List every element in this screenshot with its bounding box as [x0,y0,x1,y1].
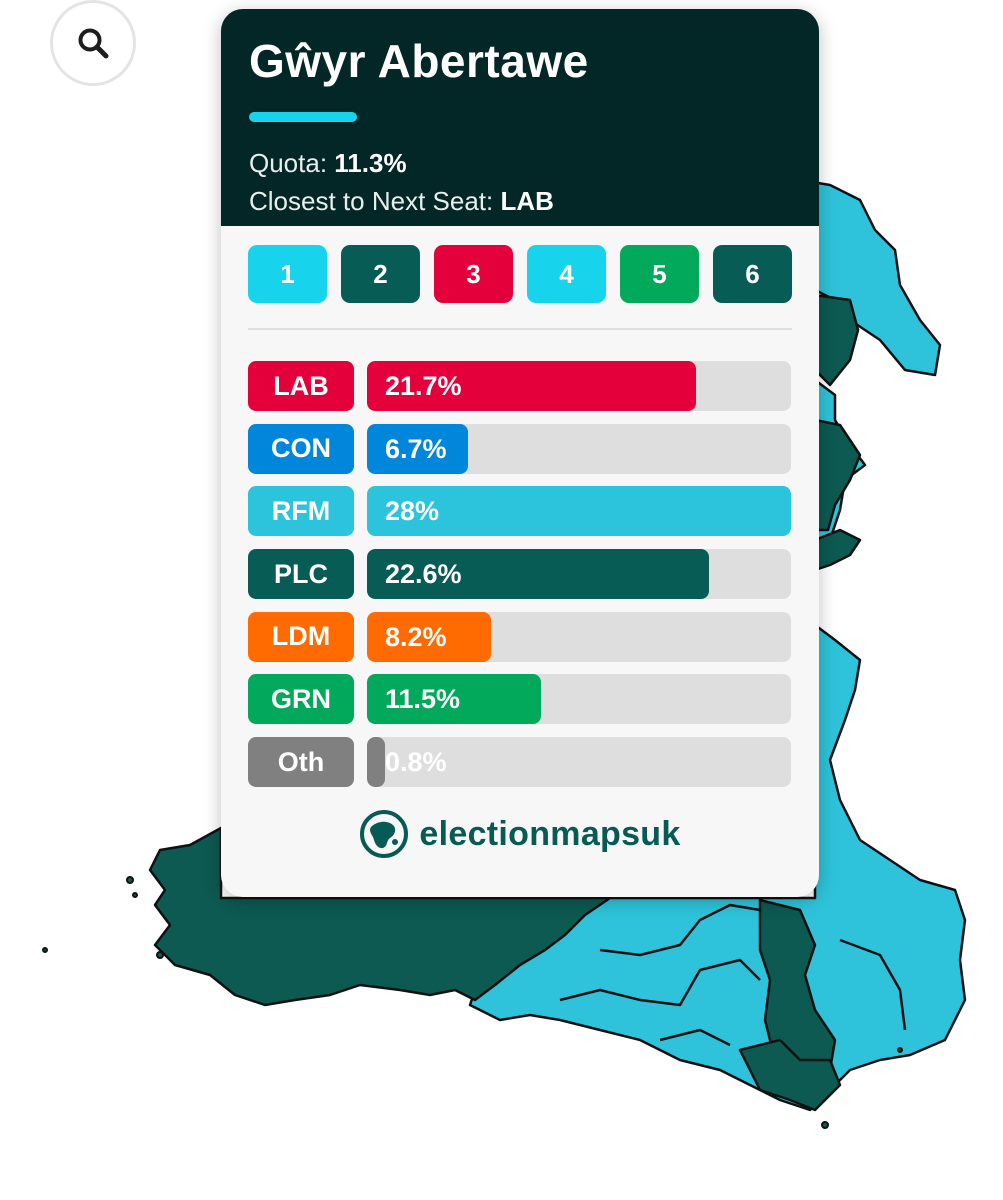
result-bar-track: 6.7% [367,423,791,474]
results-list: LAB 21.7% CON 6.7% RFM 28% PLC 22.6% LDM 8.2% GRN 1… [221,361,819,788]
map-region-east-small[interactable] [813,528,862,572]
party-label: RFM [248,486,354,537]
result-row-grn: GRN 11.5% [248,674,792,725]
result-bar-fill [367,423,469,474]
seat-5[interactable]: 5 [620,245,699,303]
result-percentage: 8.2% [385,621,447,652]
map-region-north-east[interactable] [798,178,942,377]
quota-value: 11.3% [334,148,407,178]
quota-info: Quota: 11.3% Closest to Next Seat: LAB [249,144,791,220]
map-region-south-coast[interactable] [738,1038,842,1112]
result-row-rfm: RFM 28% [248,486,792,537]
seat-4[interactable]: 4 [527,245,606,303]
result-bar-track: 21.7% [367,361,791,411]
result-bar-fill [367,486,791,537]
result-bar-track: 22.6% [367,549,791,600]
closest-label: Closest to Next Seat: [249,186,501,216]
search-button[interactable] [50,0,136,86]
party-label: LAB [248,361,354,411]
result-bar-track: 8.2% [367,611,791,662]
result-bar-track: 11.5% [367,674,791,725]
quota-label: Quota: [249,148,335,178]
result-row-plc: PLC 22.6% [248,549,792,600]
result-percentage: 11.5% [385,684,461,715]
search-icon [78,28,109,59]
result-bar-track: 28% [367,486,791,537]
closest-value: LAB [500,186,554,216]
brand-name: electionmapsuk [419,814,681,853]
result-row-lab: LAB 21.7% [248,361,792,411]
constituency-title: Gŵyr Abertawe [249,35,589,87]
result-bar-fill [367,674,542,725]
card-header: Gŵyr Abertawe Quota: 11.3% Closest to Ne… [221,9,819,226]
party-label: LDM [248,611,354,662]
result-bar-track: 0.8% [367,737,791,788]
map-region-west[interactable] [148,826,612,1007]
accent-bar [249,112,357,122]
party-label: CON [248,423,354,474]
party-label: Oth [248,737,354,788]
party-label: GRN [248,674,354,725]
globe-logo-icon [360,810,409,859]
brand[interactable]: electionmapsuk [221,809,819,859]
seat-6[interactable]: 6 [713,245,792,303]
result-bar-fill [367,737,385,788]
result-row-oth: Oth 0.8% [248,737,792,788]
result-bar-fill [367,361,696,411]
result-percentage: 6.7% [385,433,447,464]
closest-line: Closest to Next Seat: LAB [249,182,791,220]
result-bar-fill [367,611,492,662]
seat-1[interactable]: 1 [248,245,327,303]
party-label: PLC [248,549,354,600]
divider [248,328,792,330]
result-row-ldm: LDM 8.2% [248,611,792,662]
constituency-card: Gŵyr Abertawe Quota: 11.3% Closest to Ne… [221,9,819,897]
result-percentage: 28% [385,496,440,527]
result-percentage: 22.6% [385,559,462,590]
quota-line: Quota: 11.3% [249,144,791,182]
map-region-north-dark[interactable] [813,293,860,387]
seat-3[interactable]: 3 [434,245,513,303]
result-percentage: 0.8% [385,747,447,778]
result-row-con: CON 6.7% [248,423,792,474]
seat-2[interactable]: 2 [341,245,420,303]
result-bar-fill [367,549,710,600]
result-percentage: 21.7% [385,371,462,401]
